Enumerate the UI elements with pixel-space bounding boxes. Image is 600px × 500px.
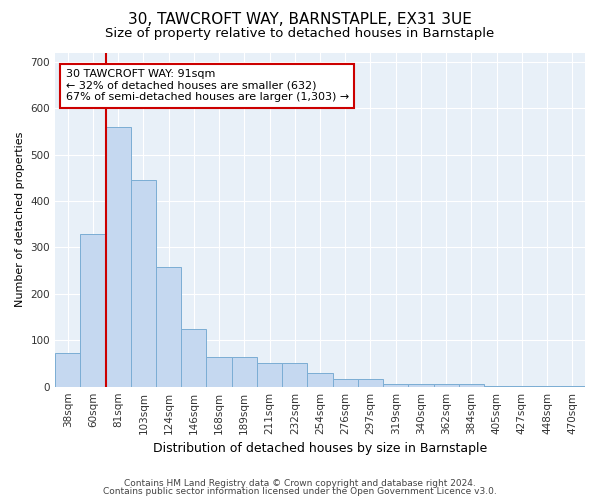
Bar [307, 373, 332, 386]
Text: Contains public sector information licensed under the Open Government Licence v3: Contains public sector information licen… [103, 487, 497, 496]
Text: Size of property relative to detached houses in Barnstaple: Size of property relative to detached ho… [106, 28, 494, 40]
Bar [383, 384, 409, 386]
Bar [232, 356, 257, 386]
Bar [409, 384, 434, 386]
Bar [106, 127, 131, 386]
Bar [358, 379, 383, 386]
Bar [131, 180, 156, 386]
X-axis label: Distribution of detached houses by size in Barnstaple: Distribution of detached houses by size … [153, 442, 487, 455]
Text: 30, TAWCROFT WAY, BARNSTAPLE, EX31 3UE: 30, TAWCROFT WAY, BARNSTAPLE, EX31 3UE [128, 12, 472, 28]
Bar [332, 379, 358, 386]
Bar [156, 267, 181, 386]
Bar [80, 234, 106, 386]
Bar [459, 384, 484, 386]
Bar [257, 362, 282, 386]
Text: 30 TAWCROFT WAY: 91sqm
← 32% of detached houses are smaller (632)
67% of semi-de: 30 TAWCROFT WAY: 91sqm ← 32% of detached… [65, 69, 349, 102]
Bar [434, 384, 459, 386]
Text: Contains HM Land Registry data © Crown copyright and database right 2024.: Contains HM Land Registry data © Crown c… [124, 478, 476, 488]
Bar [55, 354, 80, 386]
Bar [206, 356, 232, 386]
Bar [282, 362, 307, 386]
Bar [181, 328, 206, 386]
Y-axis label: Number of detached properties: Number of detached properties [15, 132, 25, 308]
